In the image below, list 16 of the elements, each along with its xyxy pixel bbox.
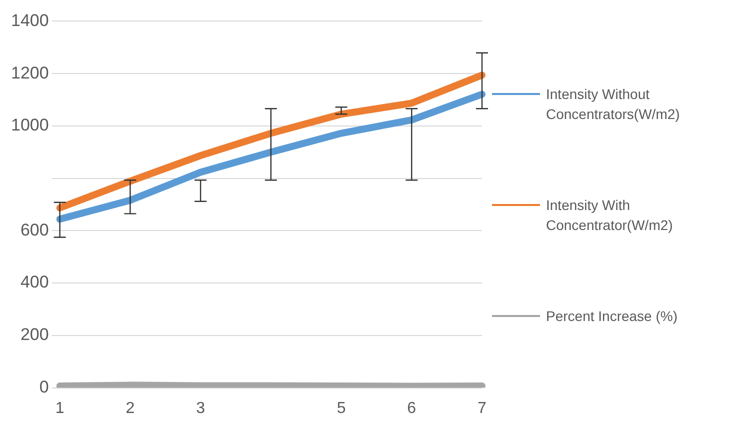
legend-label: Percent Increase (%): [546, 306, 678, 326]
legend-label: Intensity With Concentrator(W/m2): [546, 196, 674, 234]
legend-label: Intensity Without Concentrators(W/m2): [546, 84, 681, 124]
y-tick-label: 1000: [10, 116, 49, 135]
y-tick-label: 0: [39, 377, 49, 396]
y-tick-label: 600: [20, 220, 49, 240]
y-tick-label: 400: [20, 272, 49, 292]
x-tick-label: 3: [196, 400, 206, 417]
y-tick-label: 1200: [10, 63, 49, 82]
x-tick-label: 6: [407, 400, 416, 417]
x-tick-label: 1: [55, 400, 64, 417]
y-tick-label: 1400: [10, 10, 49, 30]
x-tick-label: 7: [478, 400, 487, 417]
x-tick-label: 2: [126, 400, 135, 417]
y-tick-label: 200: [20, 325, 49, 344]
x-tick-label: 5: [336, 400, 346, 417]
